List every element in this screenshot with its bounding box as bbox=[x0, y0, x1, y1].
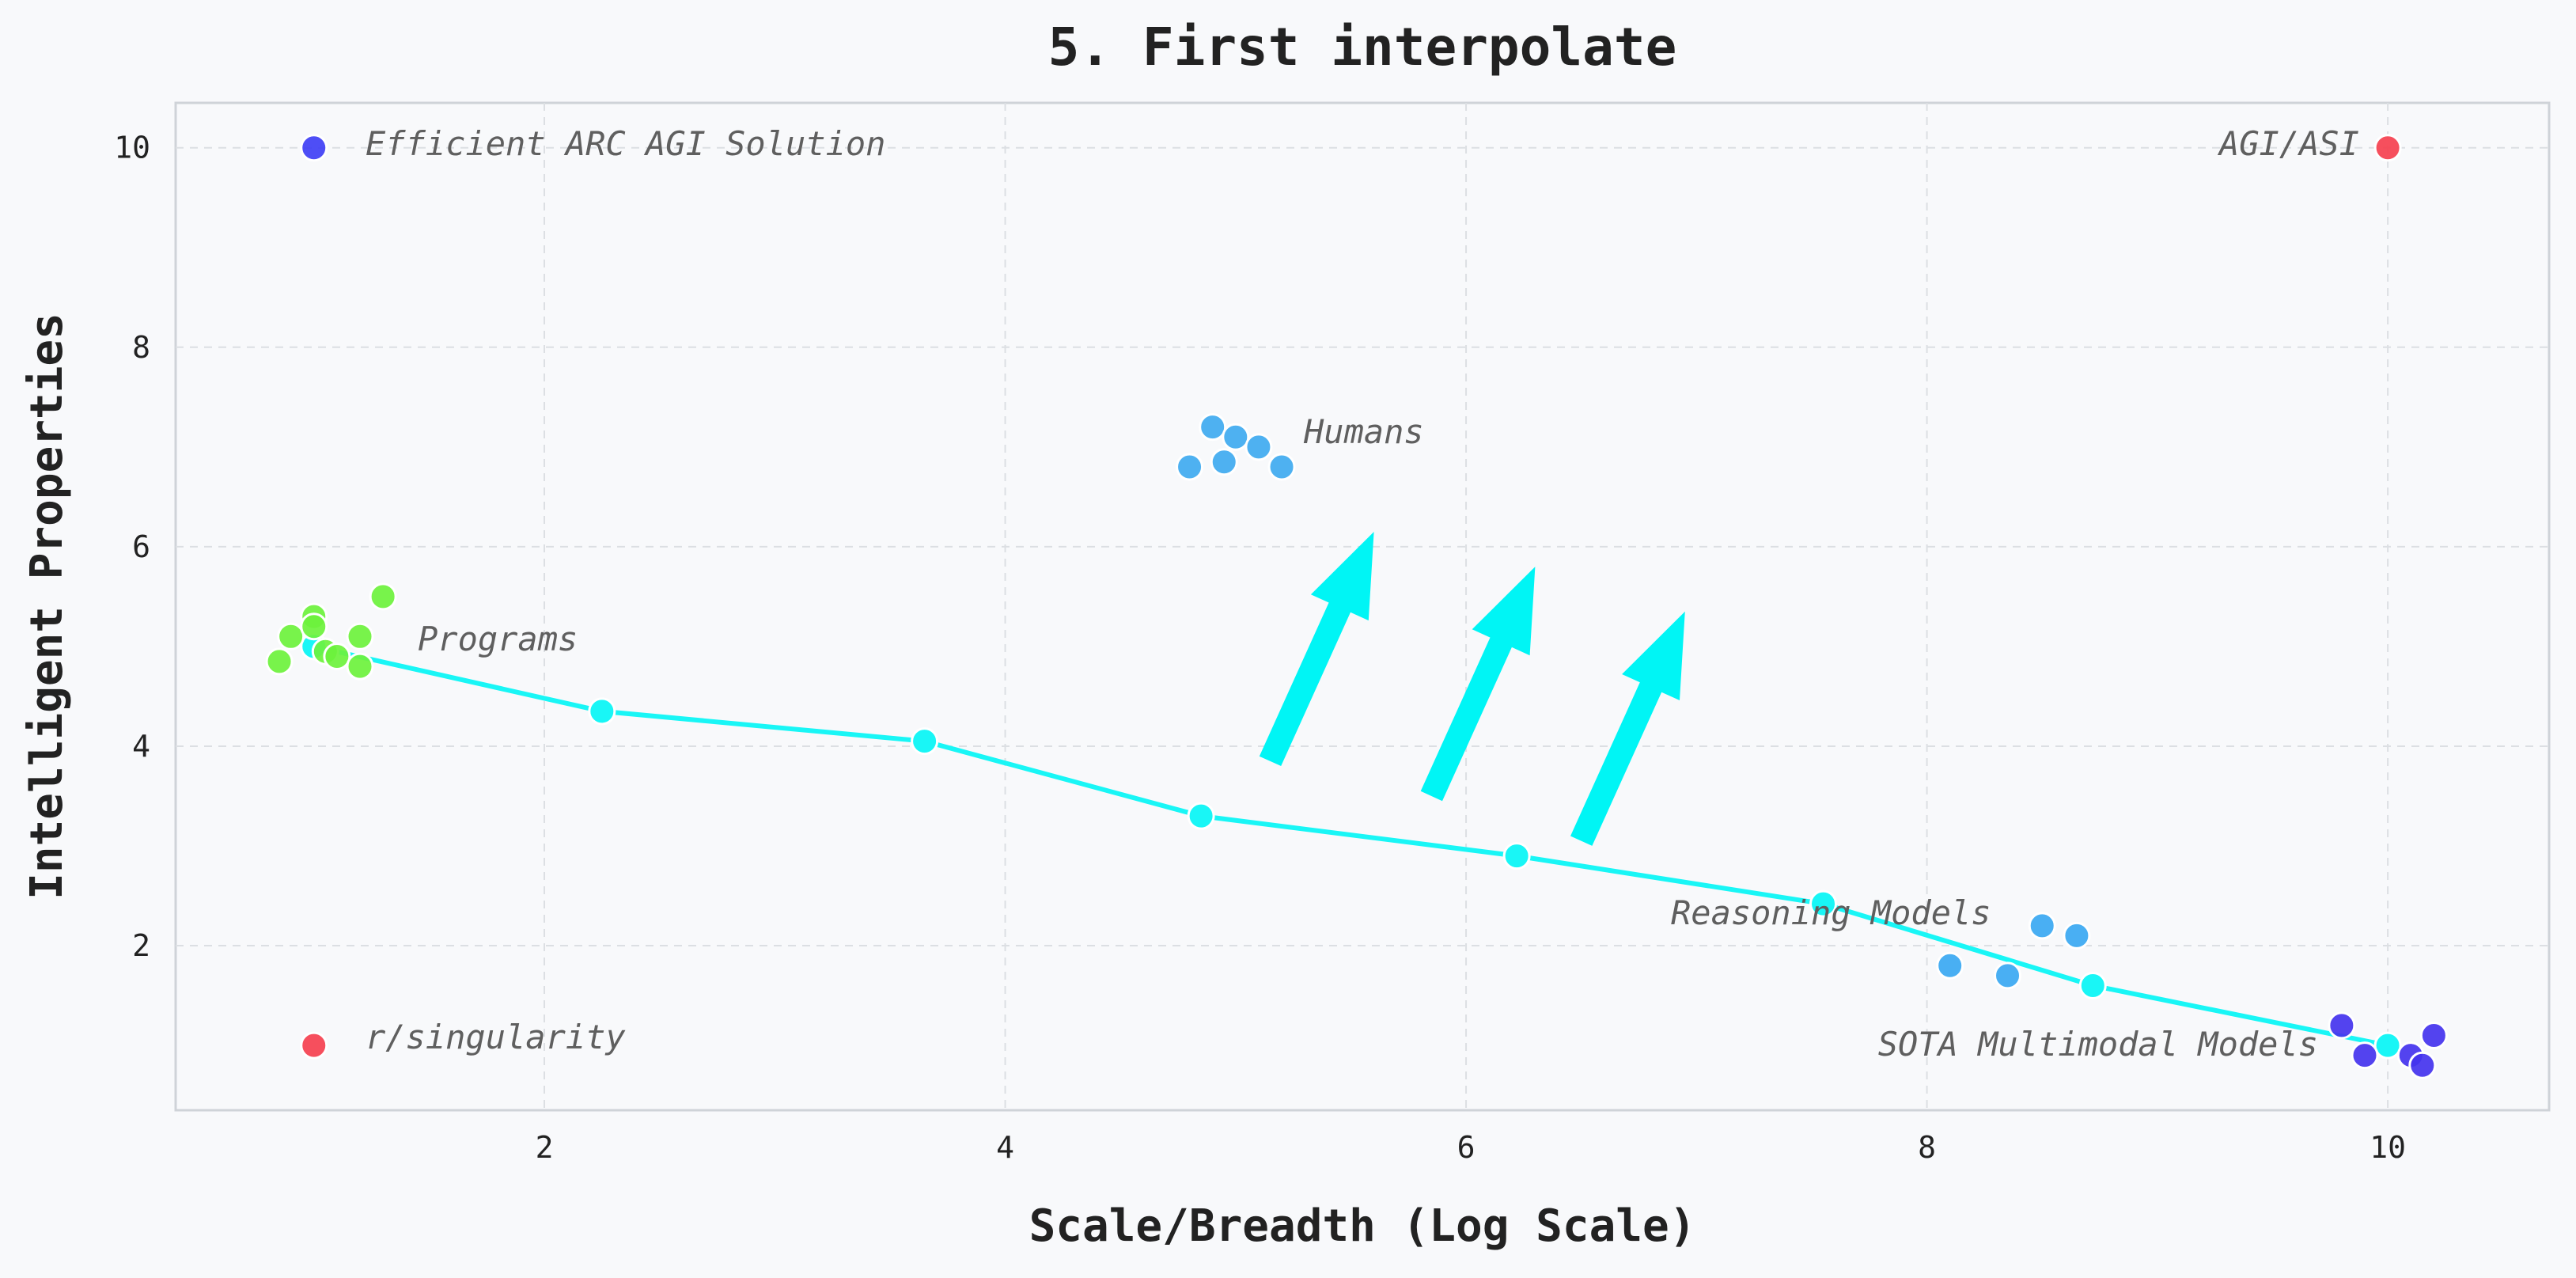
x-tick-label: 10 bbox=[2370, 1130, 2406, 1165]
scatter-point bbox=[1222, 423, 1250, 451]
scatter-point bbox=[300, 134, 328, 162]
cluster-label: Reasoning Models bbox=[1671, 893, 1991, 932]
trend-arrow bbox=[1259, 532, 1374, 766]
cluster-label: Programs bbox=[418, 620, 578, 658]
interpolation-point bbox=[588, 697, 616, 726]
scatter-point bbox=[2063, 921, 2091, 950]
tick-labels: 2 4 6 8 10 2 4 6 8 10 bbox=[114, 131, 2406, 1165]
scatter-points bbox=[265, 134, 2448, 1079]
x-tick-label: 4 bbox=[996, 1130, 1014, 1165]
chart-title: 5. First interpolate bbox=[1048, 17, 1677, 78]
y-axis-title: Intelligent Properties bbox=[21, 313, 73, 900]
trend-arrow bbox=[1420, 567, 1536, 802]
interpolation-polyline bbox=[313, 643, 2388, 1049]
scatter-point bbox=[2028, 912, 2056, 940]
x-tick-label: 8 bbox=[1918, 1130, 1936, 1165]
y-tick-label: 10 bbox=[114, 131, 150, 165]
scatter-point bbox=[300, 612, 328, 641]
trend-arrow bbox=[1570, 611, 1685, 846]
scatter-point bbox=[265, 647, 294, 676]
scatter-point bbox=[346, 652, 374, 681]
cluster-label: Humans bbox=[1303, 412, 1424, 451]
scatter-point bbox=[2351, 1041, 2379, 1070]
scatter-point bbox=[2328, 1011, 2356, 1040]
trend-arrows bbox=[1259, 532, 1685, 846]
scatter-point bbox=[323, 643, 351, 671]
scatter-point bbox=[346, 622, 374, 650]
y-tick-label: 6 bbox=[132, 529, 150, 564]
cluster-label: r/singularity bbox=[366, 1018, 626, 1056]
y-tick-label: 8 bbox=[132, 330, 150, 365]
x-tick-label: 2 bbox=[536, 1130, 554, 1165]
interpolation-point bbox=[2373, 1031, 2402, 1060]
scatter-point bbox=[300, 1031, 328, 1060]
scatter-point bbox=[1244, 433, 1273, 461]
cluster-label: Efficient ARC AGI Solution bbox=[366, 124, 885, 163]
scatter-point bbox=[277, 622, 305, 650]
y-tick-label: 4 bbox=[132, 729, 150, 764]
scatter-point bbox=[1210, 448, 1238, 476]
cluster-labels: Efficient ARC AGI Solution AGI/ASI r/singu… bbox=[366, 124, 2359, 1064]
y-tick-label: 2 bbox=[132, 928, 150, 963]
scatter-point bbox=[2373, 134, 2402, 162]
scatter-point bbox=[2408, 1051, 2437, 1079]
cluster-label: AGI/ASI bbox=[2217, 124, 2359, 163]
interpolation-point bbox=[1187, 802, 1215, 830]
scatter-point bbox=[2419, 1021, 2448, 1049]
scatter-point bbox=[1994, 961, 2022, 990]
x-axis-title: Scale/Breadth (Log Scale) bbox=[1029, 1200, 1696, 1252]
scatter-point bbox=[1267, 453, 1296, 481]
interpolation-point bbox=[1809, 889, 1838, 918]
scatter-point bbox=[1936, 951, 1964, 980]
scatter-point bbox=[1176, 453, 1204, 481]
scatter-point bbox=[1199, 413, 1227, 442]
interpolation-point bbox=[2078, 971, 2107, 999]
interpolation-point bbox=[1502, 842, 1531, 870]
cluster-label: SOTA Multimodal Models bbox=[1878, 1025, 2318, 1064]
x-tick-label: 6 bbox=[1457, 1130, 1476, 1165]
scatter-point bbox=[369, 582, 397, 611]
interpolation-point bbox=[911, 727, 939, 756]
